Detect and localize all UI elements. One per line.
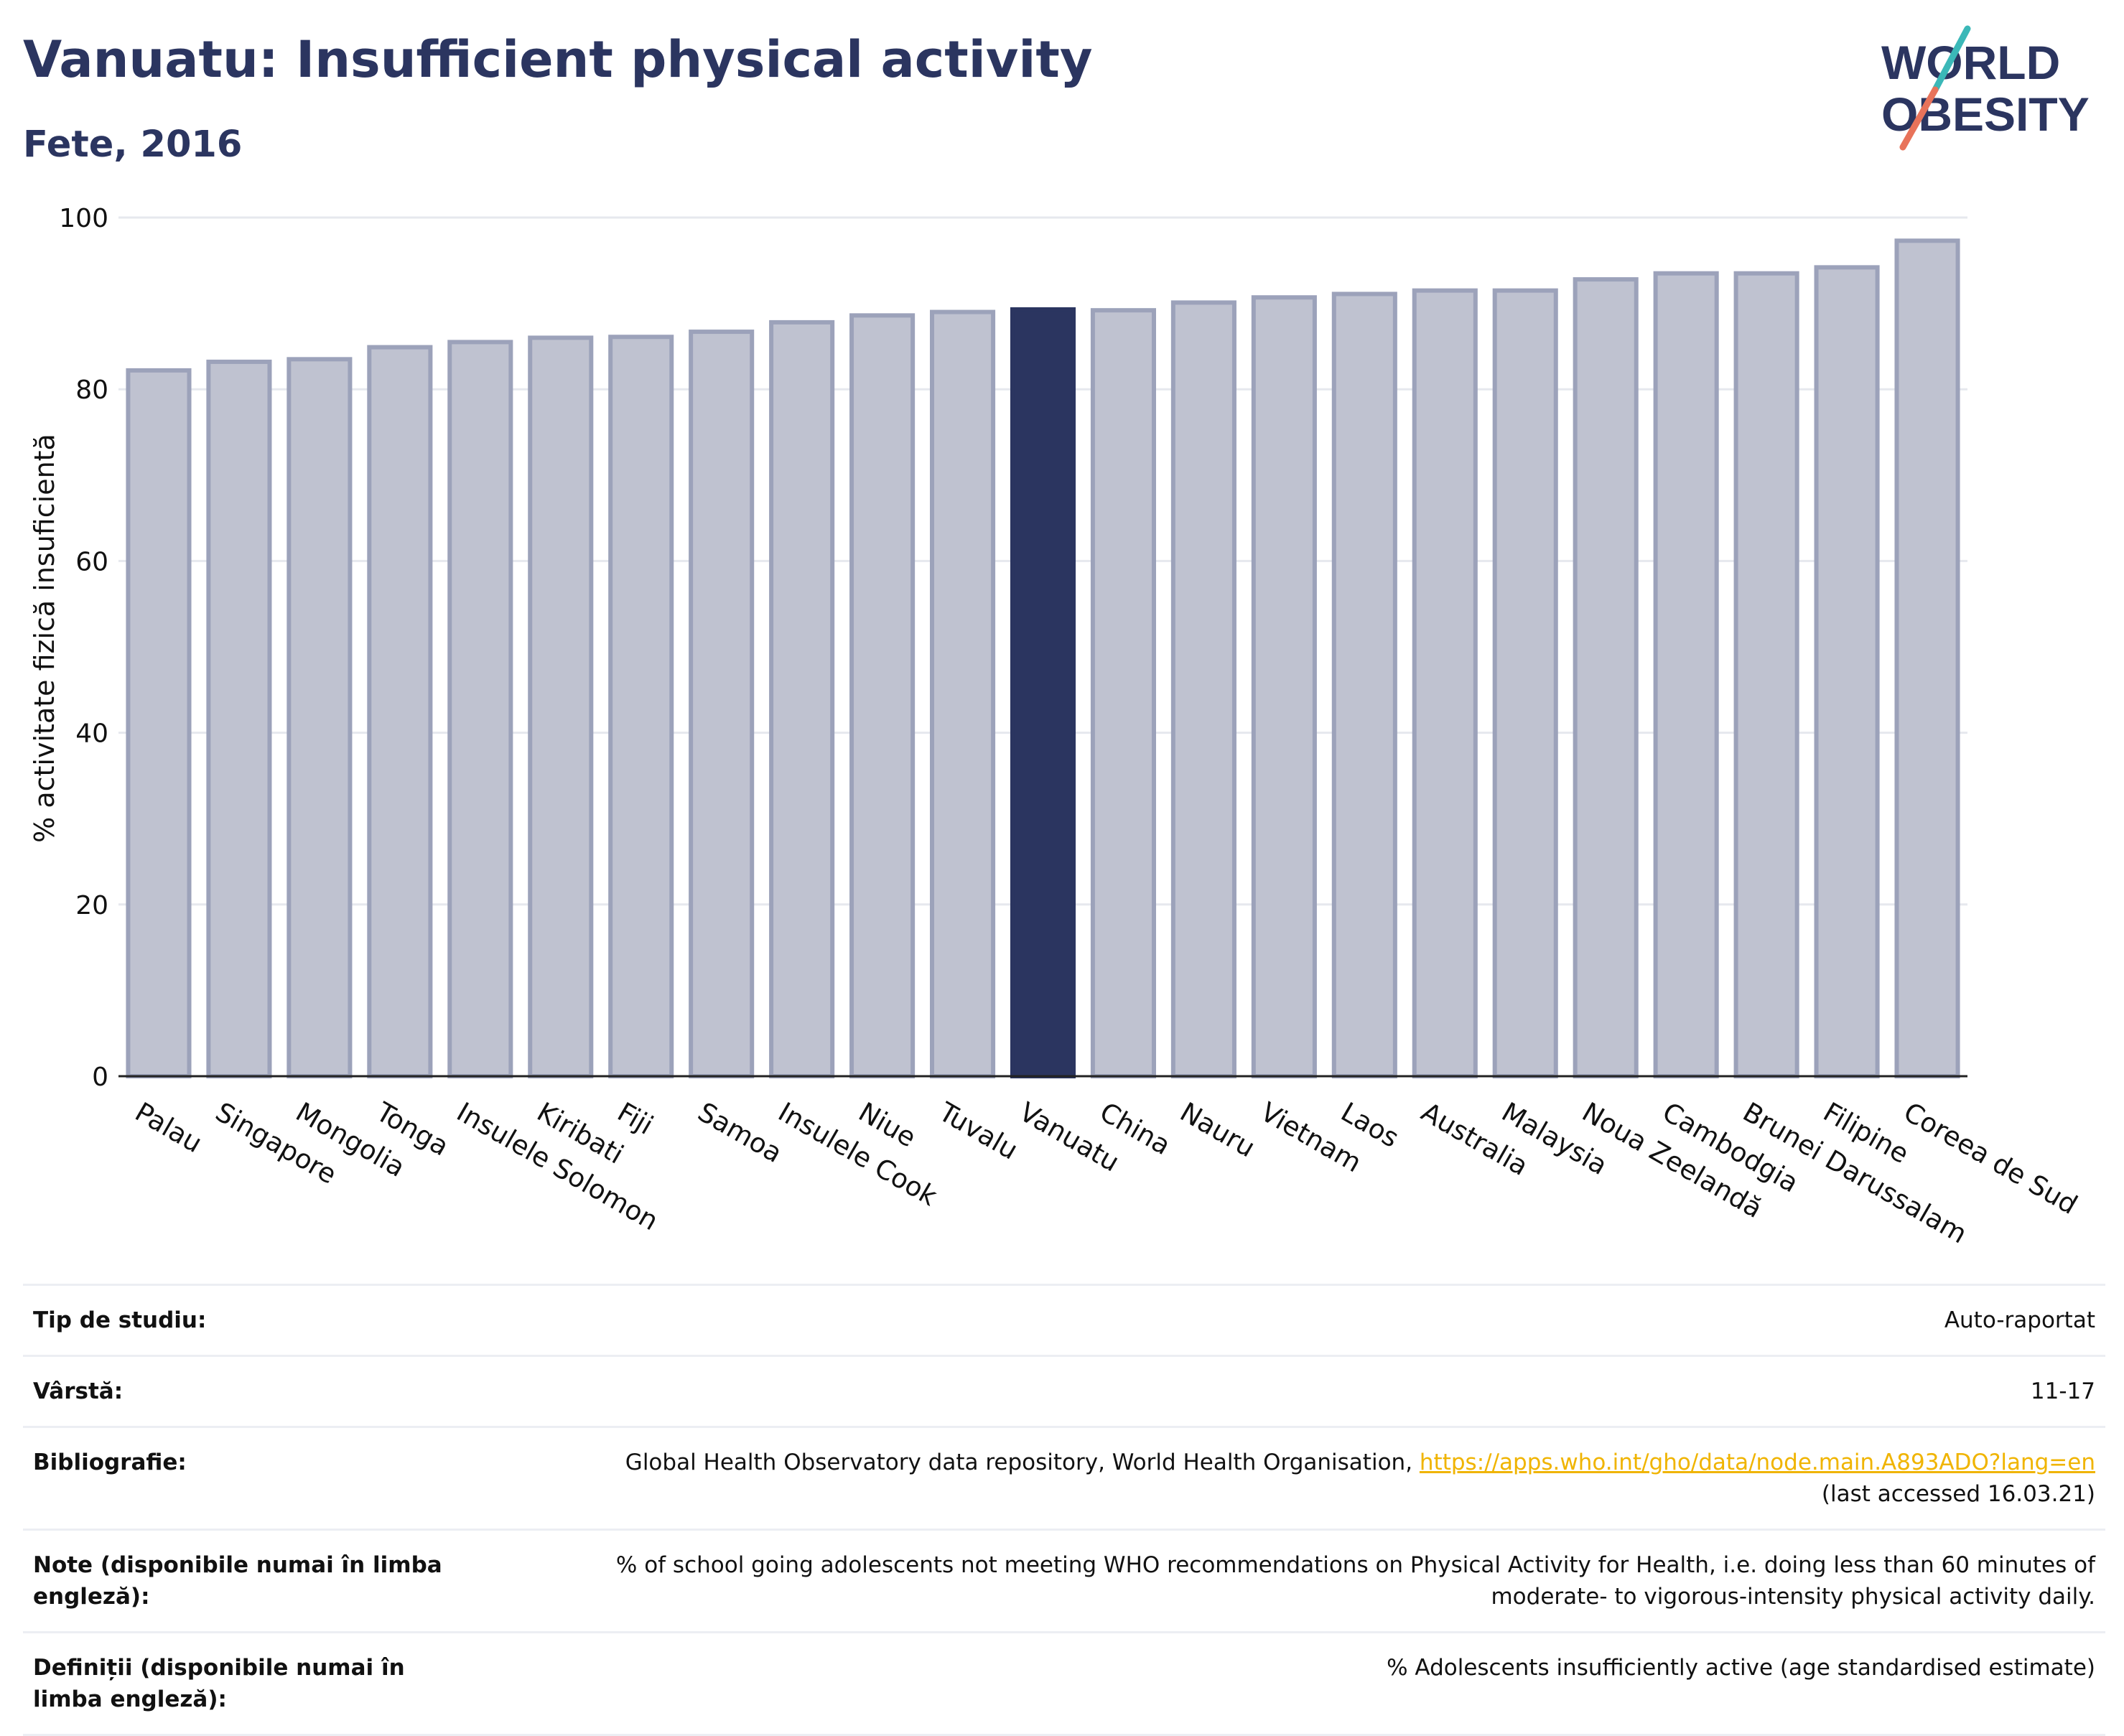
logo-line2: OBESITY — [1881, 88, 2090, 141]
world-obesity-logo: WORLD OBESITY — [1881, 25, 2090, 151]
notes-text-line1: % of school going adolescents not meetin… — [615, 1552, 2095, 1578]
bar-kiribati — [528, 335, 594, 1079]
bibliography-text: Global Health Observatory data repositor… — [625, 1450, 1420, 1475]
meta-label: Vârstă: — [33, 1378, 124, 1404]
meta-label: Definiții (disponibile numai în limba en… — [33, 1655, 405, 1712]
bar-coreea-de-sud — [1894, 238, 1960, 1078]
chart-subtitle: Fete, 2016 — [23, 123, 243, 166]
meta-row-bibliography: Bibliografie: Global Health Observatory … — [23, 1426, 2105, 1529]
bibliography-link[interactable]: https://apps.who.int/gho/data/node.main.… — [1419, 1450, 2095, 1475]
bar-malaysia — [1492, 288, 1558, 1078]
x-tick-label: Tuvalu — [933, 1096, 1023, 1166]
meta-value: % Adolescents insufficiently active (age… — [1387, 1655, 2095, 1681]
bar-filipine — [1814, 265, 1880, 1078]
bar-insulele-cook — [769, 319, 835, 1078]
x-tick-label: Samoa — [693, 1096, 788, 1169]
y-tick-label: 80 — [75, 375, 108, 405]
notes-text-line2: moderate- to vigorous-intensity physical… — [1491, 1584, 2095, 1610]
meta-row-definitions: Definiții (disponibile numai în limba en… — [23, 1631, 2105, 1736]
y-tick-labels: 0 20 40 60 80 100 — [59, 204, 108, 1092]
bar-china — [1090, 308, 1157, 1079]
metadata-table: Tip de studiu: Auto-raportat Vârstă: 11-… — [23, 1284, 2105, 1736]
meta-value: Auto-raportat — [1944, 1307, 2095, 1333]
bar-vanuatu — [1010, 307, 1076, 1078]
logo-line1: WORLD — [1881, 36, 2060, 89]
bibliography-accessed: (last accessed 16.03.21) — [1821, 1481, 2095, 1507]
bar-australia — [1412, 288, 1478, 1078]
meta-row-age: Vârstă: 11-17 — [23, 1355, 2105, 1426]
bar-brunei-darussalam — [1733, 271, 1799, 1078]
bar-tuvalu — [930, 309, 996, 1078]
chart-title: Vanuatu: Insufficient physical activity — [23, 30, 1093, 89]
meta-label: Note (disponibile numai în limba engleză… — [33, 1552, 442, 1610]
y-tick-label: 40 — [75, 719, 108, 749]
y-tick-label: 100 — [59, 204, 108, 233]
meta-value: 11-17 — [2030, 1378, 2095, 1404]
bar-palau — [126, 368, 192, 1078]
meta-value: Global Health Observatory data repositor… — [625, 1447, 2095, 1510]
bar-vietnam — [1251, 295, 1317, 1078]
bar-tonga — [367, 345, 433, 1078]
y-tick-label: 0 — [92, 1063, 108, 1092]
x-tick-label: Palau — [130, 1096, 208, 1159]
logo-slash-top — [1932, 25, 1971, 93]
x-tick-label: Fiji — [612, 1096, 658, 1141]
bar-cambodgia — [1653, 271, 1719, 1078]
bar-noua-zeeland- — [1573, 277, 1639, 1078]
bar-laos — [1331, 291, 1397, 1079]
bar-niue — [849, 313, 916, 1078]
x-tick-label: Nauru — [1175, 1096, 1260, 1163]
x-tick-label: Insulele Cook — [773, 1096, 943, 1212]
meta-label: Bibliografie: — [33, 1450, 187, 1475]
bars — [126, 238, 1960, 1079]
meta-label: Tip de studiu: — [33, 1307, 207, 1333]
bar-samoa — [689, 330, 755, 1078]
y-axis-label: % activitate fizică insuficientă — [29, 434, 60, 843]
meta-row-notes: Note (disponibile numai în limba engleză… — [23, 1529, 2105, 1631]
bar-singapore — [206, 359, 272, 1079]
bar-mongolia — [287, 357, 353, 1078]
bar-nauru — [1170, 300, 1236, 1078]
y-tick-label: 60 — [75, 547, 108, 577]
meta-row-study-type: Tip de studiu: Auto-raportat — [23, 1284, 2105, 1355]
bar-insulele-solomon — [447, 340, 513, 1079]
y-tick-label: 20 — [75, 891, 108, 920]
bar-chart: 0 20 40 60 80 100 Palau SingaporeMongoliaTonga… — [29, 204, 2082, 1250]
bar-fiji — [608, 335, 674, 1078]
meta-value: % of school going adolescents not meetin… — [616, 1549, 2095, 1613]
logo-slash-bottom — [1899, 86, 1939, 151]
